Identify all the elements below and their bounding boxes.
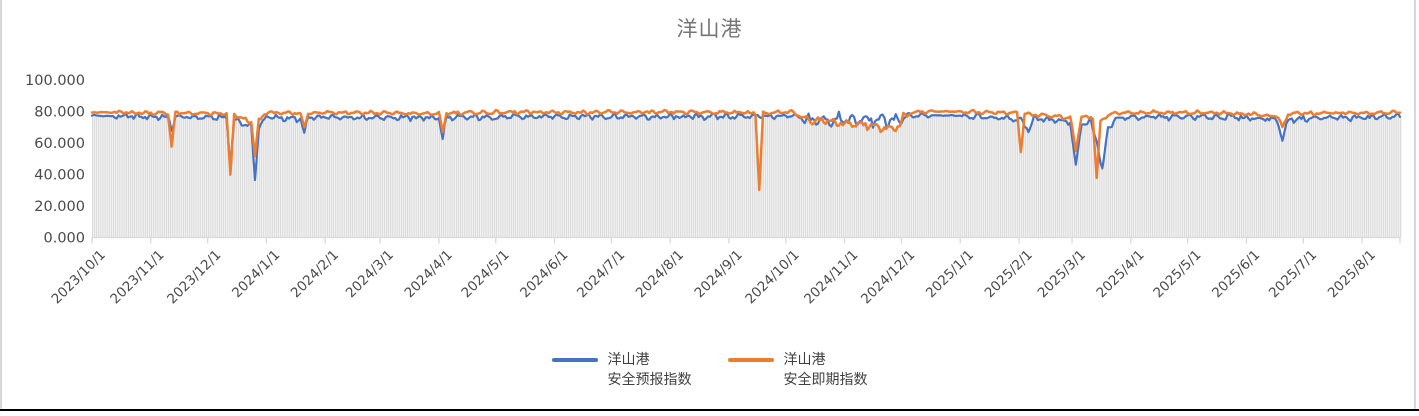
svg-text:2024/5/1: 2024/5/1 [458,247,512,301]
svg-text:0.000: 0.000 [43,231,85,247]
svg-text:2024/3/1: 2024/3/1 [343,247,397,301]
svg-text:2025/3/1: 2025/3/1 [1035,247,1089,301]
svg-text:2025/1/1: 2025/1/1 [923,247,977,301]
svg-text:2024/10/1: 2024/10/1 [742,247,802,307]
svg-text:2024/9/1: 2024/9/1 [692,247,746,301]
svg-text:80.000: 80.000 [34,105,85,121]
window-bottom-divider [0,409,1419,411]
svg-text:2024/12/1: 2024/12/1 [858,247,918,307]
line-series-forecast [90,110,1402,182]
chart-title: 洋山港 [676,17,743,41]
legend-label-forecast: 洋山港 安全预报指数 [607,352,692,389]
svg-text:40.000: 40.000 [34,168,85,184]
svg-text:2023/11/1: 2023/11/1 [107,247,167,307]
svg-text:2024/1/1: 2024/1/1 [229,247,283,301]
line-series-spot [90,108,1402,192]
svg-text:2024/6/1: 2024/6/1 [517,247,571,301]
chart-legend: 洋山港 安全预报指数 洋山港 安全即期指数 [0,350,1419,391]
svg-text:2025/2/1: 2025/2/1 [982,247,1036,301]
svg-text:2025/4/1: 2025/4/1 [1093,247,1147,301]
panel-left-border [0,0,2,410]
svg-text:2024/4/1: 2024/4/1 [402,247,456,301]
panel-right-border [1414,0,1416,410]
svg-text:2024/7/1: 2024/7/1 [574,247,628,301]
legend-item-forecast[interactable]: 洋山港 安全预报指数 [551,350,692,391]
svg-text:2025/7/1: 2025/7/1 [1266,247,1320,301]
svg-text:2024/2/1: 2024/2/1 [288,247,342,301]
svg-text:2025/5/1: 2025/5/1 [1150,247,1204,301]
svg-text:20.000: 20.000 [34,199,85,215]
background-bars-series [92,113,1402,238]
svg-text:100.000: 100.000 [25,73,85,89]
svg-text:2023/12/1: 2023/12/1 [164,247,224,307]
x-axis [91,236,1401,244]
svg-text:2024/8/1: 2024/8/1 [633,247,687,301]
legend-item-spot[interactable]: 洋山港 安全即期指数 [727,350,868,391]
svg-text:2023/10/1: 2023/10/1 [49,247,109,307]
svg-text:2025/8/1: 2025/8/1 [1325,247,1379,301]
legend-label-spot: 洋山港 安全即期指数 [783,352,868,389]
legend-swatch-forecast-icon [551,358,598,362]
svg-text:60.000: 60.000 [34,136,85,152]
legend-swatch-spot-icon [727,358,774,362]
svg-text:2024/11/1: 2024/11/1 [801,247,861,307]
svg-text:2025/6/1: 2025/6/1 [1209,247,1263,301]
y-axis-labels: 0.000 20.000 40.000 60.000 80.000 100.000 [25,73,85,247]
